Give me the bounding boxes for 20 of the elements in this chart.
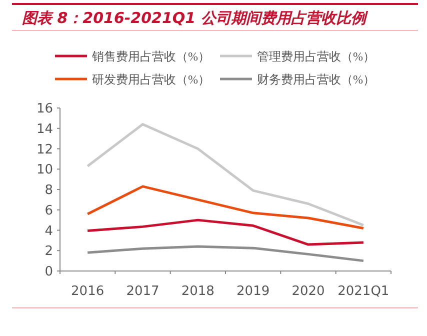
y-tick-label: 16 xyxy=(36,102,53,116)
legend-label: 管理费用占营收（%） xyxy=(257,50,375,64)
x-tick-label: 2021Q1 xyxy=(338,284,390,299)
y-tick-label: 0 xyxy=(44,264,53,280)
y-tick-label: 14 xyxy=(36,122,53,137)
legend-label: 销售费用占营收（%） xyxy=(91,50,210,64)
y-tick-label: 2 xyxy=(44,244,53,260)
y-tick-label: 4 xyxy=(44,224,53,239)
x-tick-label: 2017 xyxy=(126,284,160,299)
chart-title: 图表 8：2016-2021Q1 公司期间费用占营收比例 xyxy=(22,9,369,27)
legend-label: 财务费用占营收（%） xyxy=(257,72,375,86)
x-tick-label: 2020 xyxy=(292,284,325,299)
y-tick-label: 10 xyxy=(36,162,53,178)
y-tick-label: 12 xyxy=(36,142,53,158)
y-tick-label: 8 xyxy=(44,183,53,198)
legend-label: 研发费用占营收（%） xyxy=(92,72,210,86)
x-tick-label: 2016 xyxy=(71,284,104,299)
x-tick-label: 2018 xyxy=(181,284,214,299)
x-tick-label: 2019 xyxy=(236,284,270,299)
y-tick-label: 6 xyxy=(44,203,53,218)
